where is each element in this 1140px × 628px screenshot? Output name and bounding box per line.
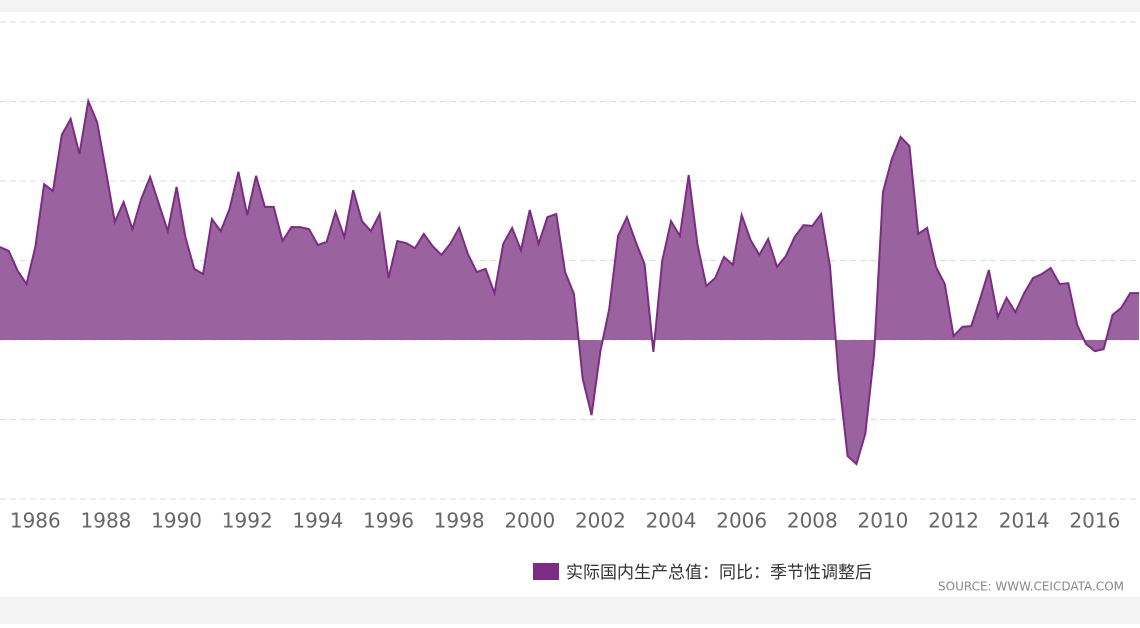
x-tick-label: 1998	[434, 509, 485, 533]
x-tick-label: 1994	[292, 509, 343, 533]
x-tick-label: 2012	[928, 509, 979, 533]
x-tick-label: 2010	[857, 509, 908, 533]
area-line	[0, 97, 1139, 466]
x-tick-label: 2000	[504, 509, 555, 533]
area-fill	[0, 101, 1139, 465]
legend-label: 实际国内生产总值：同比：季节性调整后	[566, 563, 872, 583]
x-tick-label: 1988	[81, 509, 132, 533]
x-tick-label: 2004	[646, 509, 697, 533]
x-tick-label: 1992	[222, 509, 273, 533]
source: SOURCE: WWW.CEICDATA.COM	[938, 580, 1124, 594]
top-strip	[0, 0, 1140, 12]
x-tick-label: 1996	[363, 509, 414, 533]
x-tick-label: 2006	[716, 509, 767, 533]
x-tick-label: 2014	[999, 509, 1050, 533]
bottom-strip	[0, 597, 1140, 624]
x-tick-label: 2016	[1069, 509, 1120, 533]
x-tick-label: 2008	[787, 509, 838, 533]
x-tick-label: 1990	[151, 509, 202, 533]
x-tick-label: 2002	[575, 509, 626, 533]
legend-swatch	[533, 563, 559, 580]
x-tick-label: 1986	[10, 509, 61, 533]
